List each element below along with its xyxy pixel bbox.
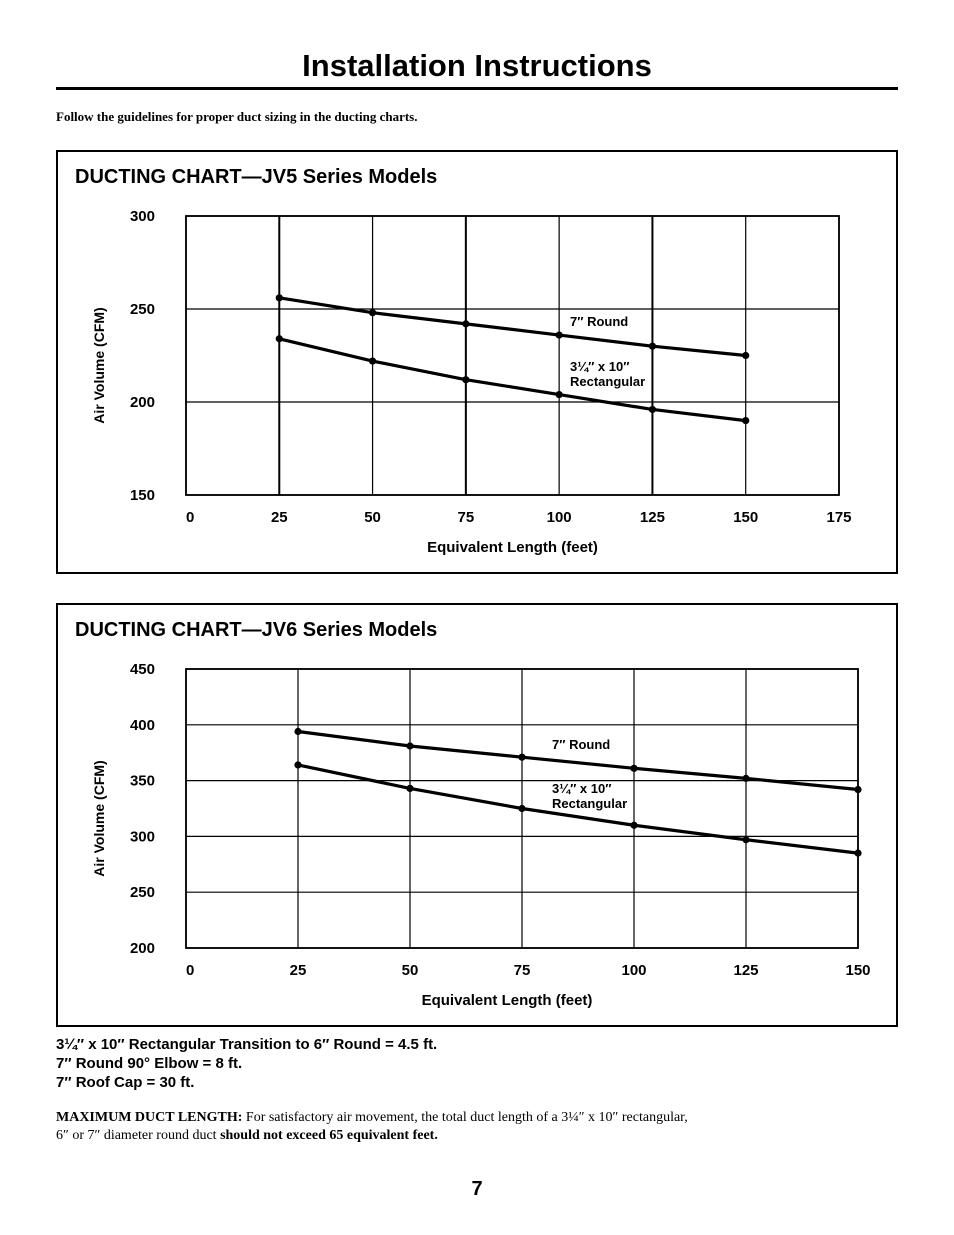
jv5-chart-panel: DUCTING CHART—JV5 Series Models 0 25 50 75 1… — [56, 150, 898, 574]
x-tick-label: 25 — [290, 962, 307, 979]
max-duct-text-1: For satisfactory air movement, the total… — [242, 1110, 688, 1125]
x-axis-label: Equivalent Length (feet) — [427, 539, 598, 556]
series-line-0 — [279, 296, 746, 358]
x-tick-label: 75 — [458, 509, 475, 526]
data-point — [368, 309, 377, 317]
series-label: 3¼″ x 10″ — [570, 359, 629, 374]
series-label: 7″ Round — [570, 314, 628, 329]
data-point — [742, 774, 750, 782]
series-label: Rectangular — [552, 796, 627, 811]
jv6-chart: 0 25 50 75 100 125 150 200 250 300 350 400 450 Equiva… — [91, 661, 871, 1009]
x-tick-label: 175 — [826, 509, 851, 526]
x-tick-label: 50 — [402, 962, 419, 979]
y-tick-label: 250 — [130, 301, 155, 318]
data-point — [275, 335, 283, 343]
data-point — [368, 357, 377, 365]
y-tick-label: 200 — [130, 940, 155, 957]
x-tick-label: 75 — [514, 962, 531, 979]
chart-title-jv6: DUCTING CHART—JV6 Series Models — [75, 619, 438, 641]
data-point — [555, 331, 563, 339]
data-point — [648, 405, 657, 414]
notes-block: 3¼″ x 10″ Rectangular Transition to 6″ R… — [56, 1035, 437, 1092]
data-point — [742, 351, 750, 360]
data-point — [555, 390, 563, 399]
x-tick-label: 100 — [547, 509, 572, 526]
note-roof-cap: 7″ Roof Cap = 30 ft. — [56, 1074, 195, 1091]
y-tick-label: 350 — [130, 773, 155, 790]
x-tick-label: 0 — [186, 509, 194, 526]
series-label: 3¼″ x 10″ — [552, 781, 611, 796]
data-point — [294, 761, 302, 769]
x-axis-label: Equivalent Length (feet) — [422, 992, 593, 1009]
series-line-1 — [297, 763, 859, 855]
title-rule — [56, 87, 898, 90]
y-tick-label: 250 — [130, 884, 155, 901]
max-duct-text-2: 6″ or 7″ diameter round duct — [56, 1128, 221, 1143]
jv6-chart-panel: DUCTING CHART—JV6 Series Models 0 25 50 75 1… — [56, 603, 898, 1027]
x-tick-label: 125 — [733, 962, 758, 979]
data-point — [630, 821, 638, 829]
data-point — [462, 320, 470, 328]
x-tick-label: 150 — [733, 509, 758, 526]
max-duct-paragraph: MAXIMUM DUCT LENGTH: For satisfactory ai… — [56, 1109, 836, 1145]
y-tick-label: 150 — [130, 487, 155, 504]
intro-text: Follow the guidelines for proper duct si… — [56, 109, 418, 124]
data-point — [742, 836, 750, 844]
data-point — [462, 376, 470, 384]
y-tick-label: 400 — [130, 717, 155, 734]
series-label: 7″ Round — [552, 737, 610, 752]
x-tick-label: 150 — [845, 962, 870, 979]
data-point — [630, 764, 638, 772]
plot-frame — [185, 215, 840, 496]
note-transition: 3¼″ x 10″ Rectangular Transition to 6″ R… — [56, 1036, 438, 1053]
data-point — [275, 294, 283, 302]
y-tick-label: 300 — [130, 828, 155, 845]
x-tick-label: 125 — [640, 509, 665, 526]
y-tick-label: 450 — [130, 661, 155, 678]
data-point — [648, 342, 657, 350]
data-point — [518, 753, 526, 761]
x-tick-label: 25 — [271, 509, 288, 526]
plot-frame — [185, 668, 859, 949]
x-tick-label: 50 — [364, 509, 381, 526]
chart-title-jv5: DUCTING CHART—JV5 Series Models — [75, 166, 438, 188]
x-tick-label: 0 — [186, 962, 194, 979]
y-tick-label: 300 — [130, 208, 155, 225]
note-elbow: 7″ Round 90° Elbow = 8 ft. — [56, 1055, 243, 1072]
data-point — [742, 417, 750, 425]
data-point — [518, 804, 526, 813]
data-point — [294, 727, 302, 736]
y-tick-label: 200 — [130, 394, 155, 411]
page-number: 7 — [471, 1178, 483, 1200]
y-axis-label: Air Volume (CFM) — [91, 307, 107, 423]
data-point — [406, 742, 414, 750]
y-axis-label: Air Volume (CFM) — [91, 760, 107, 876]
jv5-chart: 0 25 50 75 100 125 150 175 150 200 250 300 Equivalen… — [91, 208, 852, 556]
series-label: Rectangular — [570, 374, 645, 389]
max-duct-label: MAXIMUM DUCT LENGTH: — [56, 1110, 243, 1125]
data-point — [406, 784, 414, 793]
series-line-1 — [278, 337, 746, 423]
series-line-0 — [297, 729, 859, 792]
x-tick-label: 100 — [621, 962, 646, 979]
page-title: Installation Instructions — [302, 48, 652, 83]
max-duct-limit: should not exceed 65 equivalent feet. — [220, 1128, 438, 1143]
data-point — [854, 849, 862, 857]
data-point — [854, 785, 862, 794]
